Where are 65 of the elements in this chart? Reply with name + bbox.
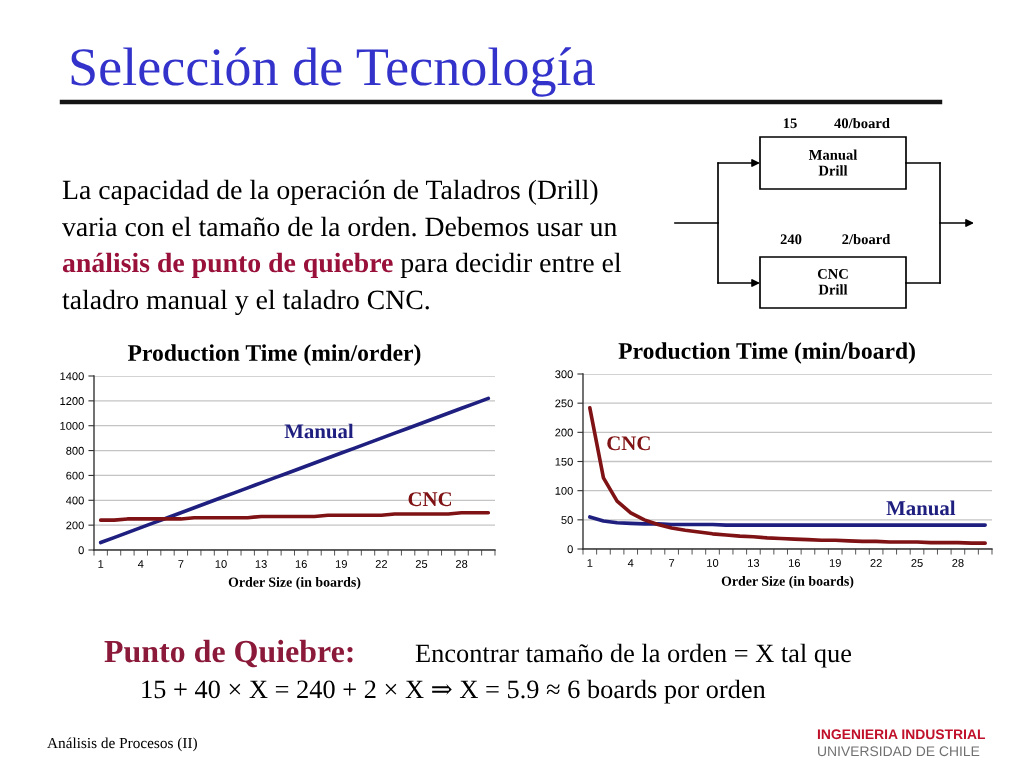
series-label: CNC [607, 436, 650, 451]
x-axis-title: Order Size (in boards) [721, 576, 854, 589]
y-tick-label: 0 [567, 545, 573, 554]
line-series [588, 515, 987, 527]
text: 240 [780, 234, 802, 245]
x-tick-label: 19 [829, 559, 841, 567]
y-tick-label: 400 [66, 496, 84, 505]
text: Análisis de Procesos (II) [47, 737, 197, 752]
text: INGENIERIA INDUSTRIAL [817, 729, 986, 740]
text: análisis de punto de quiebre [62, 252, 393, 278]
text: Selección de Tecnología [71, 47, 595, 97]
x-tick-label: 13 [255, 560, 267, 568]
y-tick-label: 200 [66, 521, 84, 530]
y-tick-label: 50 [561, 516, 573, 524]
y-tick-label: 0 [78, 546, 84, 555]
y-tick-label: 800 [66, 446, 84, 455]
x-tick-label: 22 [375, 560, 388, 568]
text: Encontrar tamaño de la orden = X tal que [415, 643, 852, 668]
y-tick-label: 150 [555, 457, 573, 466]
y-tick-label: 250 [555, 399, 573, 408]
series-label: Manual [886, 500, 956, 516]
text: Manual Drill [808, 149, 858, 176]
x-tick-label: 4 [627, 559, 634, 567]
text: 40/board [834, 117, 890, 129]
x-tick-label: 10 [707, 559, 719, 567]
text: CNC Drill [817, 268, 848, 295]
x-tick-label: 25 [415, 560, 428, 568]
text: UNIVERSIDAD DE CHILE [818, 746, 980, 757]
text: para decidir entre el [400, 252, 622, 278]
text: La capacidad de la operación de Taladros (Drill) [62, 179, 598, 205]
y-tick-label: 1200 [60, 397, 84, 405]
x-tick-label: 16 [295, 560, 307, 568]
y-tick-label: 300 [555, 370, 573, 379]
x-tick-label: 19 [335, 560, 347, 568]
line-series [588, 406, 987, 545]
x-tick-label: 25 [911, 559, 923, 567]
y-tick-label: 1400 [60, 372, 84, 381]
y-tick-label: 100 [555, 486, 573, 495]
x-axis-title: Order Size (in boards) [228, 577, 361, 590]
chart-title: Production Time (min/board) [618, 342, 915, 364]
text: 15 [783, 118, 797, 129]
series-label: CNC [408, 492, 452, 507]
x-tick-label: 10 [215, 560, 227, 568]
series-label: Manual [284, 423, 354, 439]
text: Punto de Quiebre: [104, 639, 353, 668]
x-tick-label: 28 [952, 559, 964, 567]
text: 15 + 40 × X = 240 + 2 × X ⇒ X = 5.9 ≈ 6 boards por orden [142, 679, 766, 704]
y-tick-label: 1000 [60, 421, 84, 430]
x-tick-label: 1 [587, 559, 593, 567]
chart-title: Production Time (min/order) [127, 344, 421, 366]
x-tick-label: 13 [748, 559, 760, 567]
y-tick-label: 600 [66, 471, 84, 480]
x-tick-label: 7 [669, 559, 675, 567]
x-tick-label: 4 [137, 560, 144, 568]
line-series [98, 396, 491, 545]
y-tick-label: 200 [555, 428, 573, 437]
x-tick-label: 7 [178, 560, 184, 568]
line-series [98, 510, 491, 522]
x-tick-label: 22 [870, 559, 882, 567]
text: taladro manual y el taladro CNC. [62, 289, 429, 315]
text: 2/board [842, 233, 891, 245]
x-tick-label: 28 [455, 560, 468, 568]
x-tick-label: 16 [788, 559, 801, 567]
text: varia con el tamaño de la orden. Debemos usar un [62, 216, 617, 237]
x-tick-label: 1 [98, 560, 104, 568]
